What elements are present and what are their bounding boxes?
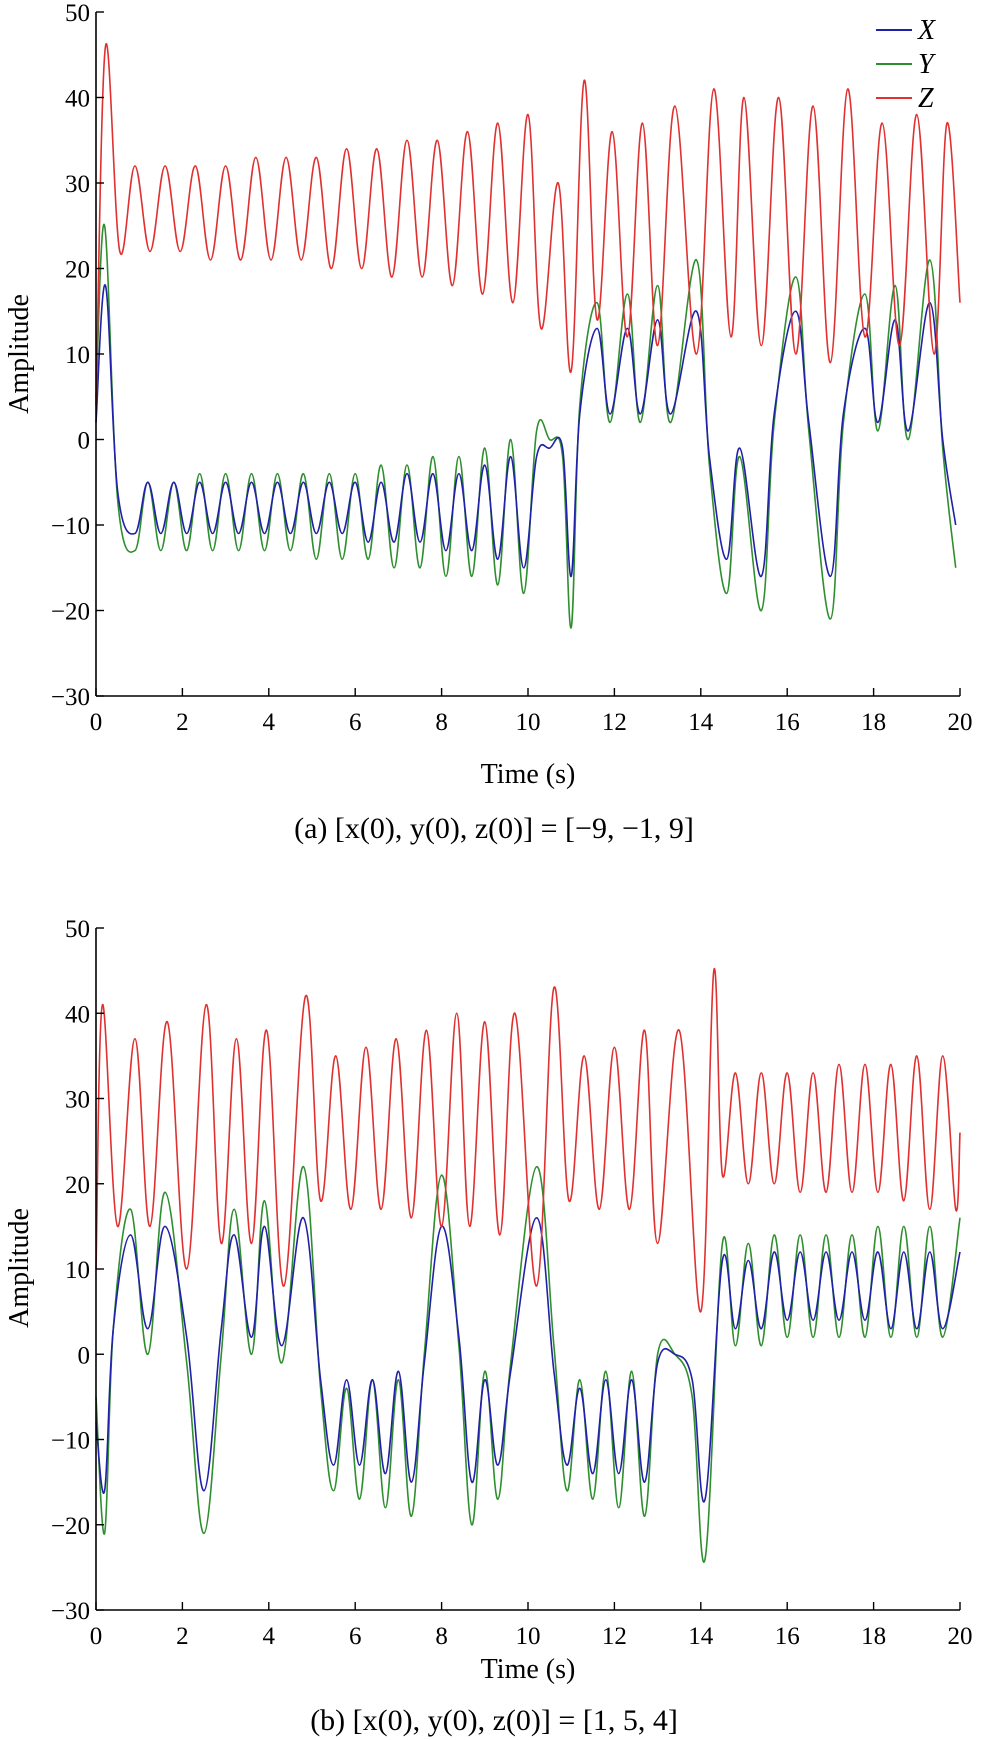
x-tick-label-a-3: 6 xyxy=(349,709,362,736)
y-tick-label-a-1: −20 xyxy=(51,599,90,626)
x-tick-label-a-10: 20 xyxy=(948,709,973,736)
series-line-y-a xyxy=(95,223,957,629)
ticks-a: 0 2 4 6 8 10 12 14 16 18 20 −30 −20 −10 0 10 20 30 40 50 xyxy=(51,0,973,736)
x-tick-label-b-9: 18 xyxy=(861,1623,886,1650)
y-tick-label-b-0: −30 xyxy=(51,1598,90,1625)
chart-panel-b: 0 2 4 6 8 10 12 14 16 18 20 −30 −20 −10 0 10 20 30 40 50 Ti… xyxy=(4,916,973,1737)
x-axis-label-a: Time (s) xyxy=(481,759,576,790)
x-tick-label-a-8: 16 xyxy=(775,709,800,736)
caption-a: (a) [x(0), y(0), z(0)] = [−9, −1, 9] xyxy=(294,812,694,845)
x-tick-label-b-1: 2 xyxy=(176,1623,189,1650)
series-line-x-a xyxy=(95,284,957,578)
x-tick-label-a-2: 4 xyxy=(263,709,276,736)
x-tick-label-b-8: 16 xyxy=(775,1623,800,1650)
x-axis-label-b: Time (s) xyxy=(481,1654,576,1685)
y-tick-label-b-3: 0 xyxy=(78,1342,91,1369)
ticks-b: 0 2 4 6 8 10 12 14 16 18 20 −30 −20 −10 0 10 20 30 40 50 xyxy=(51,916,973,1650)
x-tick-label-a-9: 18 xyxy=(861,709,886,736)
x-tick-label-b-7: 14 xyxy=(688,1623,714,1650)
plot-marks-a xyxy=(95,42,961,629)
x-tick-label-a-1: 2 xyxy=(176,709,189,736)
legend-label-y: Y xyxy=(918,49,937,80)
x-tick-label-a-5: 10 xyxy=(516,709,541,736)
y-axis-label-b: Amplitude xyxy=(4,1208,35,1328)
y-tick-label-a-0: −30 xyxy=(51,684,90,711)
x-tick-label-b-2: 4 xyxy=(263,1623,276,1650)
legend-label-x: X xyxy=(917,15,936,46)
x-tick-label-b-10: 20 xyxy=(948,1623,973,1650)
chart-panel-a: 0 2 4 6 8 10 12 14 16 18 20 −30 −20 −10 0 10 20 30 40 50 Ti… xyxy=(4,0,973,845)
x-tick-label-a-6: 12 xyxy=(602,709,627,736)
x-tick-label-b-0: 0 xyxy=(90,1623,103,1650)
y-tick-label-b-6: 30 xyxy=(65,1087,90,1114)
y-tick-label-b-4: 10 xyxy=(65,1257,90,1284)
y-tick-label-b-1: −20 xyxy=(51,1513,90,1540)
y-tick-label-a-5: 20 xyxy=(65,257,90,284)
x-tick-label-b-3: 6 xyxy=(349,1623,362,1650)
y-tick-label-a-8: 50 xyxy=(65,0,90,27)
y-tick-label-a-3: 0 xyxy=(78,428,91,455)
series-line-z-a xyxy=(95,42,961,406)
x-tick-label-b-5: 10 xyxy=(516,1623,541,1650)
y-axis-label-a: Amplitude xyxy=(4,294,35,414)
y-tick-label-a-4: 10 xyxy=(65,342,90,369)
y-tick-label-a-6: 30 xyxy=(65,171,90,198)
series-line-y-b xyxy=(95,1165,961,1563)
series-line-z-b xyxy=(95,967,961,1313)
x-tick-label-b-6: 12 xyxy=(602,1623,627,1650)
y-tick-label-b-8: 50 xyxy=(65,916,90,943)
x-tick-label-a-0: 0 xyxy=(90,709,103,736)
x-tick-label-b-4: 8 xyxy=(435,1623,448,1650)
y-tick-label-b-2: −10 xyxy=(51,1428,90,1455)
legend-label-z: Z xyxy=(918,83,934,114)
series-line-x-b xyxy=(95,1216,961,1503)
y-tick-label-b-7: 40 xyxy=(65,1001,90,1028)
y-tick-label-b-5: 20 xyxy=(65,1172,90,1199)
plot-marks-b xyxy=(95,967,961,1563)
caption-b: (b) [x(0), y(0), z(0)] = [1, 5, 4] xyxy=(310,1704,678,1737)
y-tick-label-a-2: −10 xyxy=(51,513,90,540)
legend: X Y Z xyxy=(876,15,937,114)
y-tick-label-a-7: 40 xyxy=(65,86,90,113)
x-tick-label-a-7: 14 xyxy=(688,709,714,736)
x-tick-label-a-4: 8 xyxy=(435,709,448,736)
